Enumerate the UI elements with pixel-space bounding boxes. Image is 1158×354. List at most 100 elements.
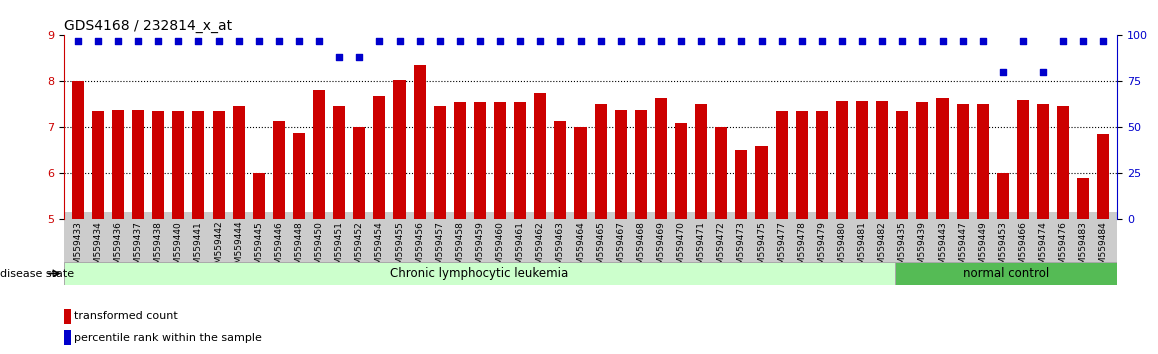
Bar (112, 110, 124, 219)
Point (732, 38, 750, 44)
Bar (132, 110, 144, 219)
Bar (615, 110, 626, 219)
Bar (152, 111, 164, 219)
Point (491, 38, 510, 44)
Point (310, 38, 329, 44)
Point (249, 38, 267, 44)
Text: disease state: disease state (0, 269, 74, 279)
Bar (1098, 135, 1109, 219)
Bar (273, 121, 285, 219)
Bar (1017, 100, 1029, 219)
Bar (313, 90, 325, 219)
Point (914, 38, 932, 44)
Bar (976, 103, 989, 219)
Point (631, 38, 650, 44)
Point (611, 38, 630, 44)
Bar (997, 173, 1009, 219)
Bar (716, 126, 727, 219)
Point (1013, 38, 1032, 44)
Text: percentile rank within the sample: percentile rank within the sample (74, 332, 262, 343)
Point (873, 38, 892, 44)
Point (571, 38, 589, 44)
Bar (252, 173, 265, 219)
Bar (173, 111, 184, 219)
Point (852, 38, 871, 44)
Point (330, 55, 349, 60)
Bar (233, 106, 244, 219)
Bar (64, 330, 71, 345)
Point (672, 38, 690, 44)
Point (1054, 38, 1072, 44)
Bar (1038, 103, 1049, 219)
Point (511, 38, 529, 44)
Bar (64, 262, 894, 285)
Point (692, 38, 711, 44)
Bar (434, 106, 446, 219)
Point (953, 38, 972, 44)
Bar (655, 97, 667, 219)
Point (431, 38, 449, 44)
Bar (856, 101, 868, 219)
Bar (735, 150, 747, 219)
Bar (494, 102, 506, 219)
Bar (894, 262, 1117, 285)
Bar (334, 106, 345, 219)
Point (270, 38, 288, 44)
Bar (635, 110, 647, 219)
Point (410, 38, 428, 44)
Bar (896, 111, 908, 219)
Bar (534, 93, 547, 219)
Point (994, 69, 1012, 75)
Text: Chronic lymphocytic leukemia: Chronic lymphocytic leukemia (390, 267, 569, 280)
Bar (192, 111, 205, 219)
Bar (957, 103, 968, 219)
Point (652, 38, 670, 44)
Point (68, 38, 87, 44)
Bar (64, 309, 71, 324)
Bar (916, 102, 929, 219)
Point (290, 38, 308, 44)
Point (129, 38, 147, 44)
Point (551, 38, 570, 44)
Point (893, 38, 911, 44)
Point (229, 38, 248, 44)
Point (350, 55, 368, 60)
Bar (776, 111, 787, 219)
Point (109, 38, 127, 44)
Point (371, 38, 389, 44)
Point (753, 38, 771, 44)
Point (470, 38, 489, 44)
Bar (373, 96, 386, 219)
Point (149, 38, 168, 44)
Bar (474, 102, 486, 219)
Bar (213, 111, 225, 219)
Point (712, 38, 731, 44)
Bar (937, 97, 948, 219)
Point (532, 38, 550, 44)
Point (189, 38, 207, 44)
Bar (91, 111, 104, 219)
Bar (816, 111, 828, 219)
Bar (555, 121, 566, 219)
Bar (836, 101, 848, 219)
Point (772, 38, 791, 44)
Point (1073, 38, 1092, 44)
Text: transformed count: transformed count (74, 311, 178, 321)
Point (169, 38, 188, 44)
Bar (514, 102, 526, 219)
Bar (353, 126, 365, 219)
Bar (1057, 106, 1069, 219)
Point (390, 38, 409, 44)
Point (833, 38, 851, 44)
Bar (755, 146, 768, 219)
Text: normal control: normal control (963, 267, 1049, 280)
Point (792, 38, 811, 44)
Bar (454, 102, 466, 219)
Bar (394, 80, 405, 219)
Point (1034, 69, 1053, 75)
Point (974, 38, 992, 44)
Point (450, 38, 469, 44)
Bar (594, 104, 607, 219)
Point (592, 38, 610, 44)
Text: GDS4168 / 232814_x_at: GDS4168 / 232814_x_at (64, 19, 232, 33)
